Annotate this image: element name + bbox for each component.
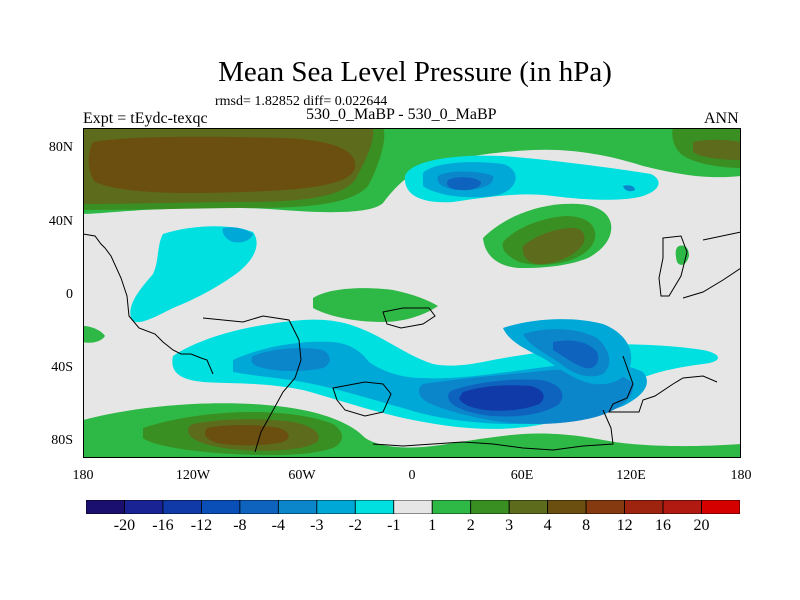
colorbar-label: 20	[693, 517, 710, 534]
colorbar-box	[470, 500, 510, 514]
colorbar-box	[547, 500, 587, 514]
colorbar-label: -3	[310, 517, 324, 534]
tropical-low-pressure-band	[130, 226, 718, 429]
lat-label-40n: 40N	[48, 214, 73, 229]
colorbar-box	[124, 500, 164, 514]
colorbar-label: -8	[233, 517, 247, 534]
colorbar-box	[162, 500, 202, 514]
colorbar-label: 1	[428, 517, 437, 534]
colorbar-label: -20	[113, 517, 136, 534]
colorbar-label: -2	[348, 517, 362, 534]
colorbar-label: 8	[582, 517, 591, 534]
season-label: ANN	[704, 110, 739, 127]
colorbar-box	[277, 500, 318, 514]
south-high-pressure-band	[83, 403, 741, 458]
colorbar-box	[662, 500, 702, 514]
colorbar-box	[86, 500, 125, 514]
colorbar-box	[508, 500, 549, 514]
colorbar-box	[624, 500, 664, 514]
lat-label-80s: 80S	[51, 433, 73, 448]
north-high-pressure-band	[83, 128, 741, 214]
colorbar-label: -16	[152, 517, 174, 534]
colorbar-label: 2	[466, 517, 475, 534]
lon-label-60w: 60W	[288, 468, 316, 483]
colorbar-box	[354, 500, 395, 514]
colorbar-label: 16	[655, 517, 672, 534]
north-low-pressure-cell	[404, 155, 659, 203]
lon-label-60e: 60E	[510, 468, 534, 483]
colorbar-box	[239, 500, 279, 514]
colorbar-box	[393, 500, 433, 514]
lon-label-0: 0	[408, 468, 416, 483]
lat-label-40s: 40S	[51, 360, 73, 375]
lon-label-120e: 120E	[616, 468, 646, 483]
experiment-label: Expt = tEydc-texqc	[83, 110, 208, 127]
continent-outlines	[83, 231, 741, 453]
colorbar-box	[701, 500, 740, 514]
page-title: Mean Sea Level Pressure (in hPa)	[218, 56, 612, 88]
mid-latitude-high-band	[83, 203, 689, 343]
colorbar-box	[201, 500, 241, 514]
colorbar-box	[431, 500, 472, 514]
lon-label-180e: 180	[730, 468, 752, 483]
colorbar-box	[316, 500, 356, 514]
colorbar	[86, 500, 740, 514]
colorbar-label: -12	[190, 517, 213, 534]
map-frame	[83, 128, 741, 458]
colorbar-label: 3	[505, 517, 514, 534]
colorbar-label: -4	[271, 517, 286, 534]
colorbar-label: 4	[543, 517, 552, 534]
pressure-map	[83, 128, 741, 458]
colorbar-label: -1	[387, 517, 401, 534]
lon-label-120w: 120W	[175, 468, 211, 483]
lat-label-eq: 0	[66, 287, 73, 302]
case-label: 530_0_MaBP - 530_0_MaBP	[306, 106, 497, 123]
rmsd-diff-text: rmsd= 1.82852 diff= 0.022644	[215, 94, 388, 109]
colorbar-label: 12	[616, 517, 633, 534]
lon-label-180w: 180	[72, 468, 94, 483]
lat-label-80n: 80N	[48, 140, 73, 155]
colorbar-box	[585, 500, 625, 514]
